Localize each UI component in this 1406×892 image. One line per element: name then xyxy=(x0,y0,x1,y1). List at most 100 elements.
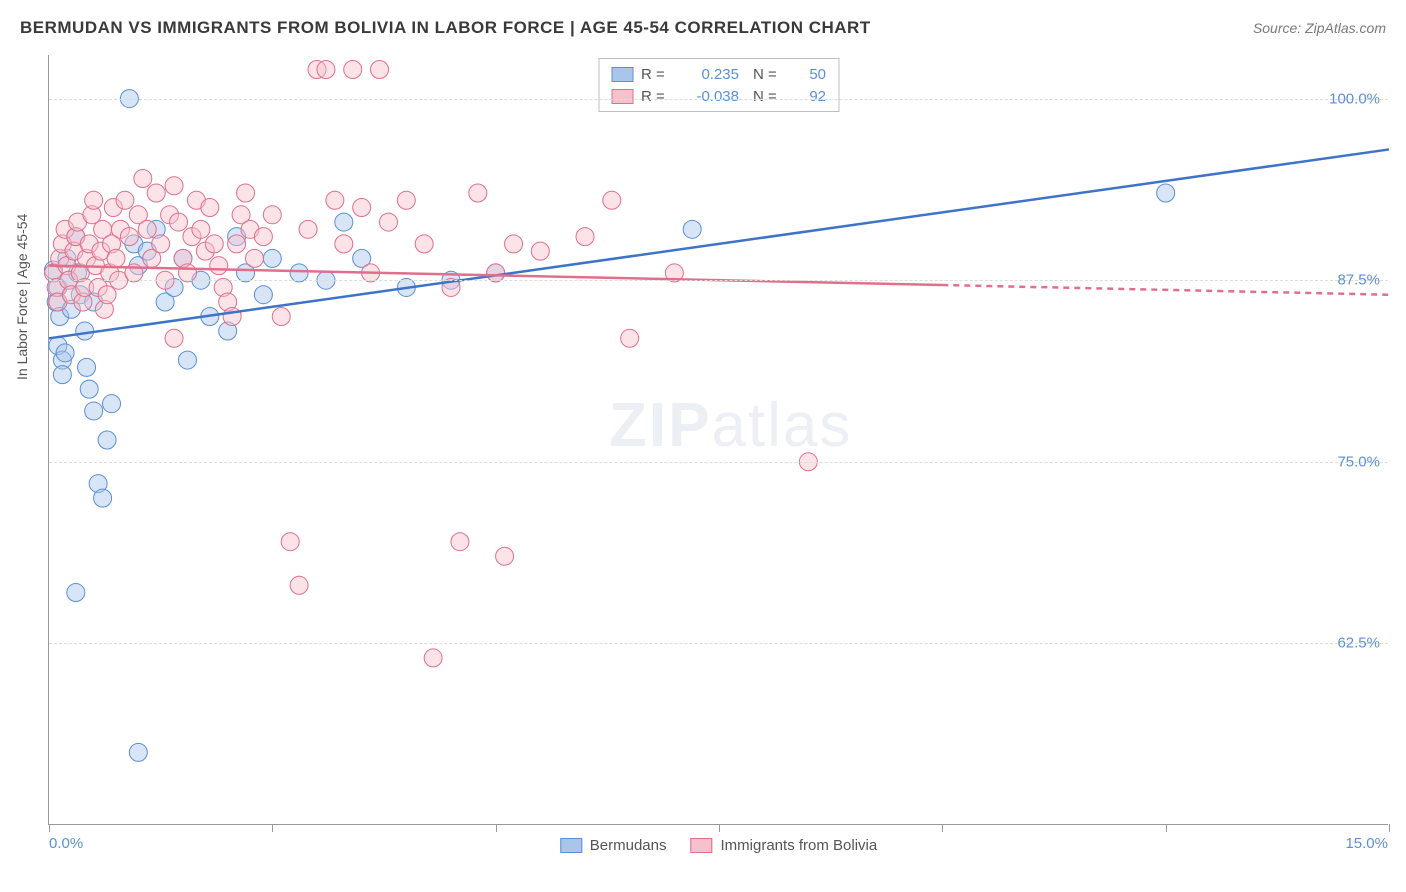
data-point xyxy=(290,576,308,594)
data-point xyxy=(245,249,263,267)
data-point xyxy=(496,547,514,565)
data-point xyxy=(228,235,246,253)
data-point xyxy=(505,235,523,253)
data-point xyxy=(201,199,219,217)
data-point xyxy=(67,584,85,602)
data-point xyxy=(85,402,103,420)
data-point xyxy=(1157,184,1175,202)
data-point xyxy=(138,220,156,238)
plot-area: ZIPatlas R =0.235N =50R =-0.038N =92 Ber… xyxy=(48,55,1388,825)
data-point xyxy=(237,184,255,202)
data-point xyxy=(103,395,121,413)
data-point xyxy=(192,220,210,238)
trend-line xyxy=(49,149,1389,338)
y-tick-label: 87.5% xyxy=(1337,272,1380,289)
x-tick xyxy=(272,824,273,832)
legend-swatch xyxy=(691,838,713,853)
data-point xyxy=(263,206,281,224)
legend-swatch xyxy=(611,67,633,82)
data-point xyxy=(683,220,701,238)
data-point xyxy=(424,649,442,667)
data-point xyxy=(603,191,621,209)
data-point xyxy=(344,61,362,79)
y-tick-label: 62.5% xyxy=(1337,635,1380,652)
data-point xyxy=(165,329,183,347)
data-point xyxy=(210,257,228,275)
gridline xyxy=(49,462,1388,463)
gridline xyxy=(49,643,1388,644)
data-point xyxy=(94,489,112,507)
source-label: Source: ZipAtlas.com xyxy=(1253,20,1386,36)
data-point xyxy=(178,351,196,369)
r-value: -0.038 xyxy=(679,88,739,105)
gridline xyxy=(49,99,1388,100)
n-label: N = xyxy=(753,88,788,105)
data-point xyxy=(205,235,223,253)
x-tick xyxy=(49,824,50,832)
legend-item: Immigrants from Bolivia xyxy=(691,837,878,854)
data-point xyxy=(152,235,170,253)
data-point xyxy=(415,235,433,253)
x-tick xyxy=(1389,824,1390,832)
n-value: 92 xyxy=(796,88,826,105)
n-label: N = xyxy=(753,66,788,83)
data-point xyxy=(116,191,134,209)
data-point xyxy=(223,308,241,326)
legend-label: Immigrants from Bolivia xyxy=(721,837,878,854)
data-point xyxy=(76,322,94,340)
data-point xyxy=(107,249,125,267)
legend-swatch xyxy=(560,838,582,853)
data-point xyxy=(299,220,317,238)
data-point xyxy=(263,249,281,267)
data-point xyxy=(621,329,639,347)
r-label: R = xyxy=(641,88,671,105)
x-tick xyxy=(496,824,497,832)
trend-line-dashed xyxy=(942,285,1389,295)
r-value: 0.235 xyxy=(679,66,739,83)
data-point xyxy=(98,431,116,449)
data-point xyxy=(147,184,165,202)
data-point xyxy=(170,213,188,231)
x-tick xyxy=(1166,824,1167,832)
data-point xyxy=(78,358,96,376)
data-point xyxy=(254,228,272,246)
data-point xyxy=(80,380,98,398)
legend-series: Bermudans Immigrants from Bolivia xyxy=(560,837,877,854)
legend-item: Bermudans xyxy=(560,837,667,854)
x-tick-label-max: 15.0% xyxy=(1345,835,1388,852)
data-point xyxy=(335,235,353,253)
y-axis-label: In Labor Force | Age 45-54 xyxy=(14,214,30,380)
data-point xyxy=(317,61,335,79)
data-point xyxy=(379,213,397,231)
data-point xyxy=(272,308,290,326)
data-point xyxy=(451,533,469,551)
x-tick-label-min: 0.0% xyxy=(49,835,83,852)
data-point xyxy=(129,743,147,761)
data-point xyxy=(53,366,71,384)
r-label: R = xyxy=(641,66,671,83)
data-point xyxy=(397,191,415,209)
legend-label: Bermudans xyxy=(590,837,667,854)
data-point xyxy=(120,228,138,246)
legend-correlation: R = 0.235 N = 50 R = -0.038 N = 92 xyxy=(598,58,839,112)
data-point xyxy=(469,184,487,202)
chart-svg xyxy=(49,55,1388,824)
legend-swatch xyxy=(611,89,633,104)
y-tick-label: 100.0% xyxy=(1329,90,1380,107)
data-point xyxy=(326,191,344,209)
data-point xyxy=(281,533,299,551)
data-point xyxy=(165,177,183,195)
data-point xyxy=(98,286,116,304)
n-value: 50 xyxy=(796,66,826,83)
legend-row: R = 0.235 N = 50 xyxy=(611,63,826,85)
legend-row: R = -0.038 N = 92 xyxy=(611,85,826,107)
data-point xyxy=(85,191,103,209)
data-point xyxy=(254,286,272,304)
data-point xyxy=(56,344,74,362)
data-point xyxy=(335,213,353,231)
data-point xyxy=(576,228,594,246)
data-point xyxy=(134,169,152,187)
data-point xyxy=(353,199,371,217)
gridline xyxy=(49,280,1388,281)
x-tick xyxy=(719,824,720,832)
